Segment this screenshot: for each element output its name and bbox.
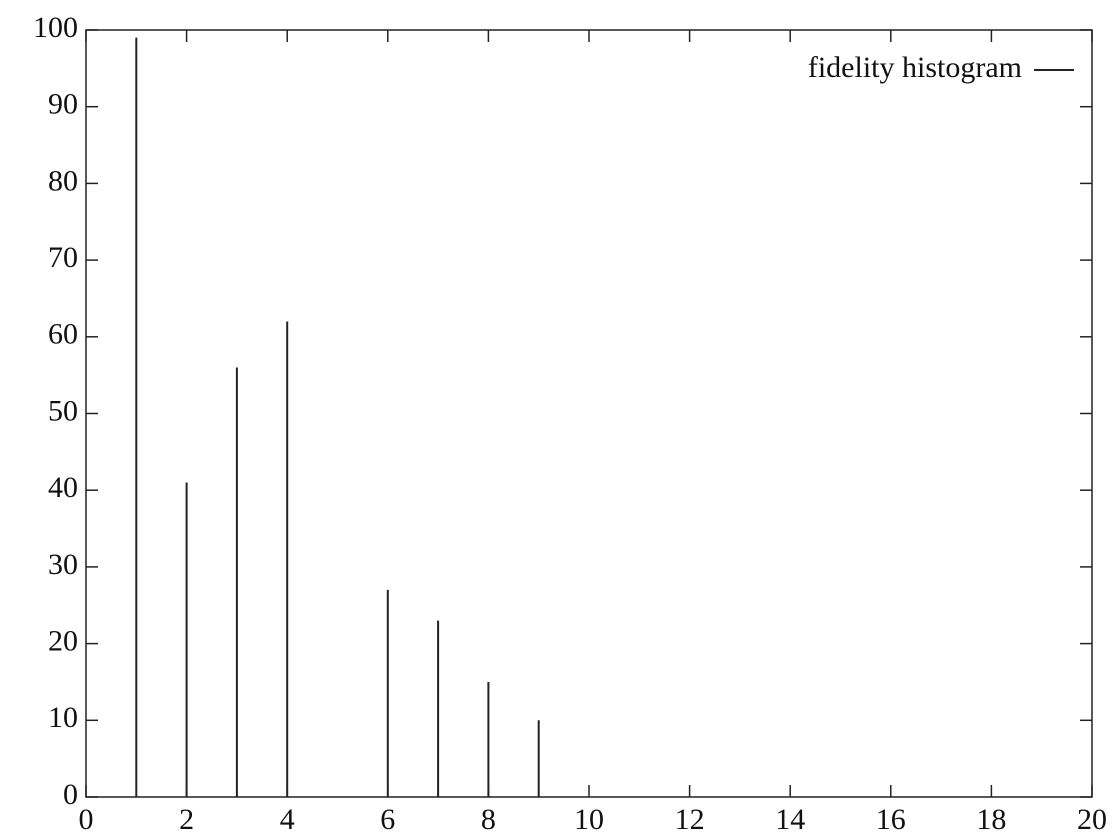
x-tick-label: 8 [481,803,496,836]
y-tick-label: 80 [48,164,78,197]
y-tick-label: 0 [63,778,78,811]
y-tick-label: 70 [48,241,78,274]
x-tick-label: 10 [574,803,604,836]
x-tick-label: 2 [179,803,194,836]
x-tick-label: 14 [775,803,805,836]
y-tick-label: 10 [48,701,78,734]
x-tick-label: 0 [79,803,94,836]
y-tick-label: 20 [48,624,78,657]
x-tick-label: 20 [1077,803,1107,836]
x-tick-label: 18 [976,803,1006,836]
y-tick-label: 40 [48,471,78,504]
y-tick-label: 30 [48,548,78,581]
y-tick-label: 60 [48,318,78,351]
x-tick-label: 4 [280,803,295,836]
y-tick-label: 50 [48,394,78,427]
y-tick-label: 90 [48,88,78,121]
x-tick-label: 16 [876,803,906,836]
x-tick-label: 6 [380,803,395,836]
x-tick-label: 12 [675,803,705,836]
y-tick-label: 100 [33,11,78,44]
legend-label: fidelity histogram [808,51,1022,84]
